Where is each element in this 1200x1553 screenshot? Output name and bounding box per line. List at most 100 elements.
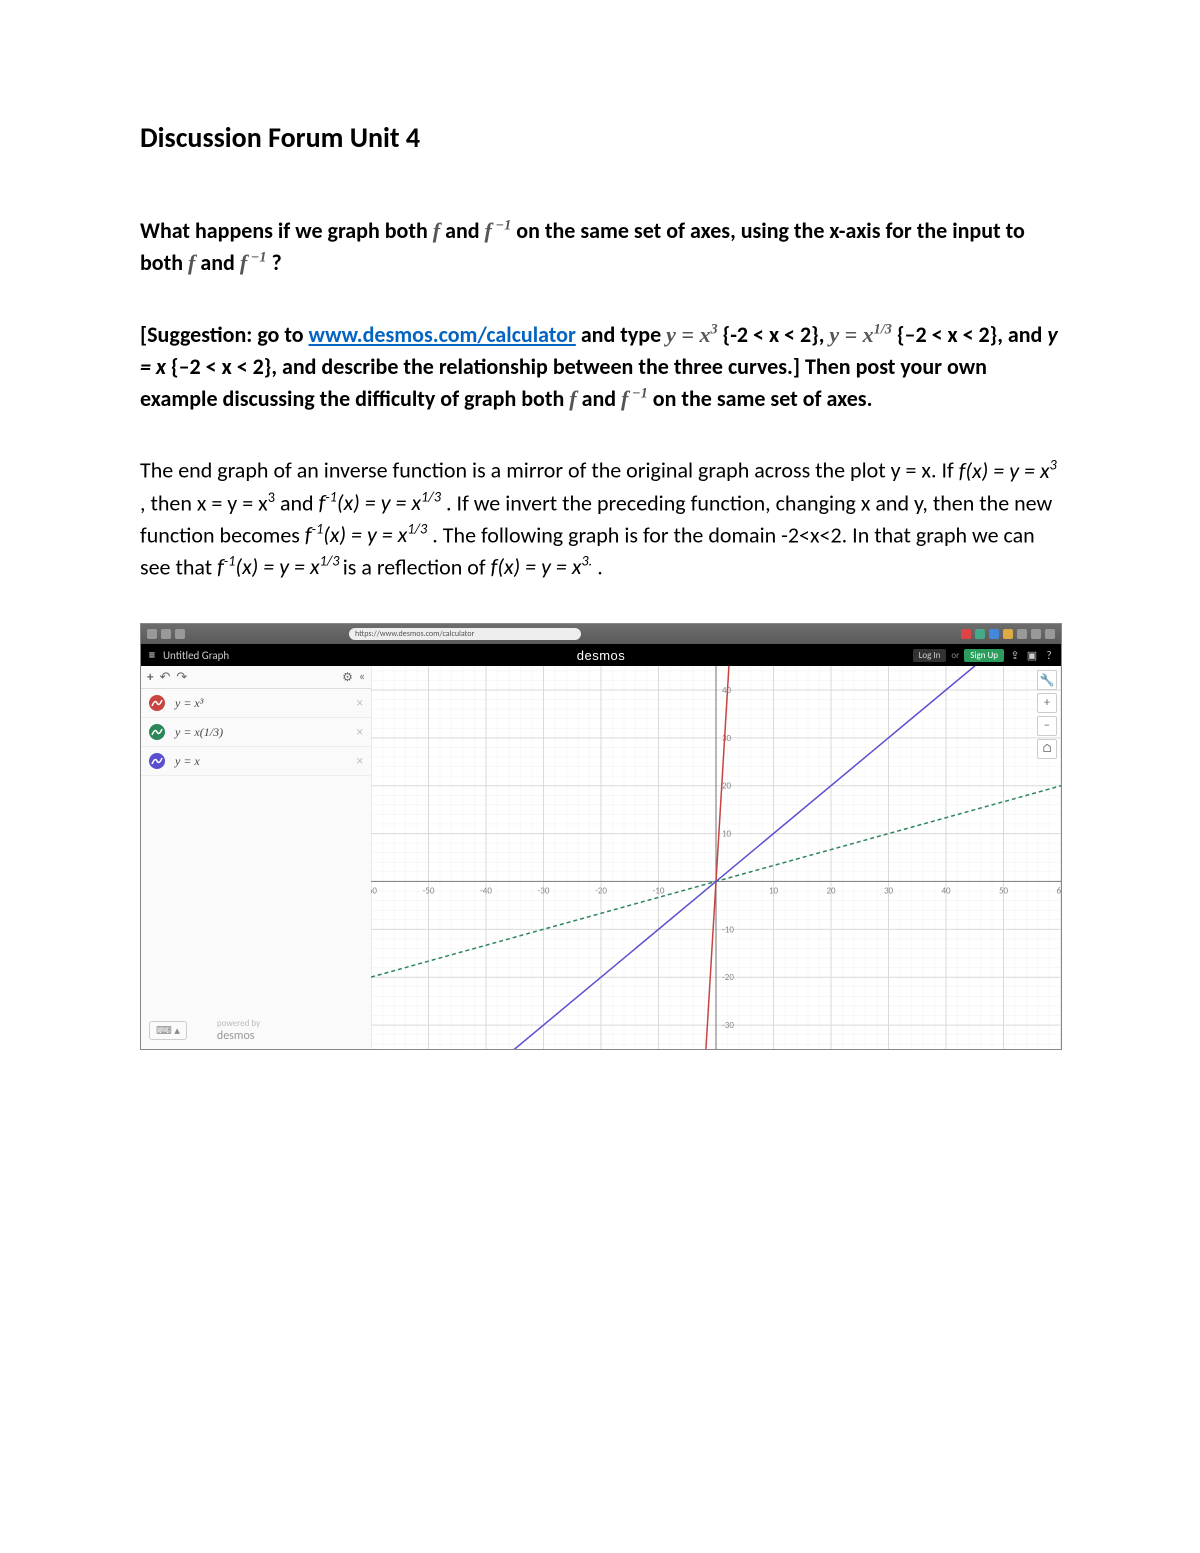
expression-text[interactable]: y = x bbox=[175, 754, 357, 769]
desmos-logo: desmos bbox=[577, 648, 626, 663]
math-f: f bbox=[433, 218, 440, 243]
svg-text:-10: -10 bbox=[722, 925, 734, 936]
text: and bbox=[280, 489, 319, 516]
panel-footer: ⌨ ▴ powered by desmos bbox=[149, 1018, 260, 1043]
answer-paragraph: The end graph of an inverse function is … bbox=[140, 454, 1060, 583]
svg-text:-20: -20 bbox=[722, 973, 734, 984]
expression-panel: + ↶ ↷ ⚙ « y = x³×y = x(1/3)×y = x× ⌨ ▴ p… bbox=[141, 666, 372, 1049]
text: on the same set of axes. bbox=[653, 385, 873, 412]
expression-row[interactable]: y = x(1/3)× bbox=[141, 718, 371, 747]
collapse-icon[interactable]: « bbox=[359, 670, 365, 684]
expression-text[interactable]: y = x³ bbox=[175, 696, 357, 711]
text: f-1(x) = y = x1/3 bbox=[217, 553, 343, 580]
login-button[interactable]: Log In bbox=[913, 649, 947, 662]
math-x3: y = x3 bbox=[666, 322, 717, 347]
text: f-1(x) = y = x1/3 bbox=[319, 489, 441, 516]
forward-icon[interactable] bbox=[161, 629, 171, 639]
question-paragraph: What happens if we graph both f and f −1… bbox=[140, 215, 1060, 279]
svg-text:-40: -40 bbox=[480, 886, 492, 897]
math-f-inverse: f −1 bbox=[485, 218, 512, 243]
help-icon[interactable]: ? bbox=[1043, 649, 1055, 661]
svg-text:30: 30 bbox=[884, 886, 894, 897]
add-expression-button[interactable]: + bbox=[147, 670, 153, 685]
text: and type bbox=[581, 321, 666, 348]
math-f: f bbox=[188, 250, 195, 275]
text: f(x) = y = x3. bbox=[491, 553, 593, 580]
expression-row[interactable]: y = x³× bbox=[141, 689, 371, 718]
close-icon[interactable]: × bbox=[357, 754, 363, 769]
color-toggle-icon[interactable] bbox=[149, 695, 165, 711]
svg-text:10: 10 bbox=[722, 829, 732, 840]
undo-icon[interactable]: ↶ bbox=[159, 670, 170, 685]
extension-icon[interactable] bbox=[1031, 629, 1041, 639]
extension-icon[interactable] bbox=[1017, 629, 1027, 639]
powered-by-label: powered by desmos bbox=[217, 1018, 260, 1043]
expression-text[interactable]: y = x(1/3) bbox=[175, 725, 357, 740]
url-bar[interactable]: https://www.desmos.com/calculator bbox=[349, 628, 581, 640]
home-icon[interactable]: ⌂ bbox=[1037, 739, 1057, 759]
text: and bbox=[582, 385, 621, 412]
camera-icon[interactable]: ▣ bbox=[1026, 649, 1038, 661]
svg-text:-50: -50 bbox=[423, 886, 435, 897]
text: . bbox=[597, 553, 603, 580]
color-toggle-icon[interactable] bbox=[149, 724, 165, 740]
desmos-link[interactable]: www.desmos.com/calculator bbox=[309, 321, 576, 348]
hamburger-icon[interactable]: ≡ bbox=[141, 648, 163, 663]
extension-icon[interactable] bbox=[989, 629, 999, 639]
svg-text:20: 20 bbox=[722, 781, 732, 792]
svg-text:-30: -30 bbox=[538, 886, 550, 897]
graph-controls: 🔧 + − ⌂ bbox=[1037, 670, 1057, 759]
text: What happens if we graph both bbox=[140, 217, 433, 244]
extension-icon[interactable] bbox=[961, 629, 971, 639]
expression-row[interactable]: y = x× bbox=[141, 747, 371, 776]
browser-chrome: https://www.desmos.com/calculator bbox=[141, 624, 1061, 644]
text: is a reflection of bbox=[343, 553, 491, 580]
color-toggle-icon[interactable] bbox=[149, 753, 165, 769]
redo-icon[interactable]: ↷ bbox=[176, 670, 187, 685]
svg-text:-60: -60 bbox=[371, 886, 377, 897]
zoom-out-button[interactable]: − bbox=[1037, 716, 1057, 736]
suggestion-paragraph: [Suggestion: go to www.desmos.com/calcul… bbox=[140, 319, 1060, 415]
text: f-1(x) = y = x1/3 bbox=[305, 521, 427, 548]
signup-button[interactable]: Sign Up bbox=[964, 649, 1004, 662]
gear-icon[interactable]: ⚙ bbox=[342, 670, 353, 685]
share-icon[interactable]: ⇪ bbox=[1009, 649, 1021, 661]
svg-text:-30: -30 bbox=[722, 1020, 734, 1031]
text: ? bbox=[272, 249, 282, 276]
svg-text:60: 60 bbox=[1056, 886, 1061, 897]
text: The end graph of an inverse function is … bbox=[140, 457, 959, 484]
panel-toolbar: + ↶ ↷ ⚙ « bbox=[141, 666, 371, 689]
reload-icon[interactable] bbox=[175, 629, 185, 639]
text: or bbox=[951, 650, 959, 661]
desmos-screenshot: https://www.desmos.com/calculator ≡ Unti… bbox=[140, 623, 1062, 1050]
svg-text:30: 30 bbox=[722, 733, 732, 744]
svg-text:-10: -10 bbox=[653, 886, 665, 897]
svg-text:-20: -20 bbox=[595, 886, 607, 897]
text: and bbox=[200, 249, 239, 276]
svg-text:40: 40 bbox=[941, 886, 951, 897]
text: , then x = y = x bbox=[140, 489, 268, 516]
text: {-2 < x < 2}, bbox=[723, 321, 830, 348]
close-icon[interactable]: × bbox=[357, 725, 363, 740]
extension-icon[interactable] bbox=[975, 629, 985, 639]
svg-text:10: 10 bbox=[769, 886, 779, 897]
extension-icon[interactable] bbox=[1003, 629, 1013, 639]
svg-text:50: 50 bbox=[999, 886, 1009, 897]
back-icon[interactable] bbox=[147, 629, 157, 639]
zoom-in-button[interactable]: + bbox=[1037, 693, 1057, 713]
math-x13: y = x1/3 bbox=[829, 322, 892, 347]
math-f-inverse: f −1 bbox=[621, 386, 648, 411]
graph-svg: -60 -50 -40 -30 -20 -10 10 20 30 40 50 60 -30 -20 -10 1… bbox=[371, 666, 1061, 1049]
desmos-header: ≡ Untitled Graph desmos Log In or Sign U… bbox=[141, 644, 1061, 666]
keyboard-button[interactable]: ⌨ ▴ bbox=[149, 1021, 187, 1040]
wrench-icon[interactable]: 🔧 bbox=[1037, 670, 1057, 690]
svg-text:20: 20 bbox=[826, 886, 836, 897]
page-title: Discussion Forum Unit 4 bbox=[140, 120, 1060, 155]
text: and bbox=[445, 217, 484, 244]
close-icon[interactable]: × bbox=[357, 696, 363, 711]
graph-title[interactable]: Untitled Graph bbox=[163, 649, 229, 662]
math-f-inverse: f −1 bbox=[240, 250, 267, 275]
menu-icon[interactable] bbox=[1045, 629, 1055, 639]
graph-area[interactable]: -60 -50 -40 -30 -20 -10 10 20 30 40 50 60 -30 -20 -10 1… bbox=[371, 666, 1061, 1049]
math-f: f bbox=[569, 386, 576, 411]
